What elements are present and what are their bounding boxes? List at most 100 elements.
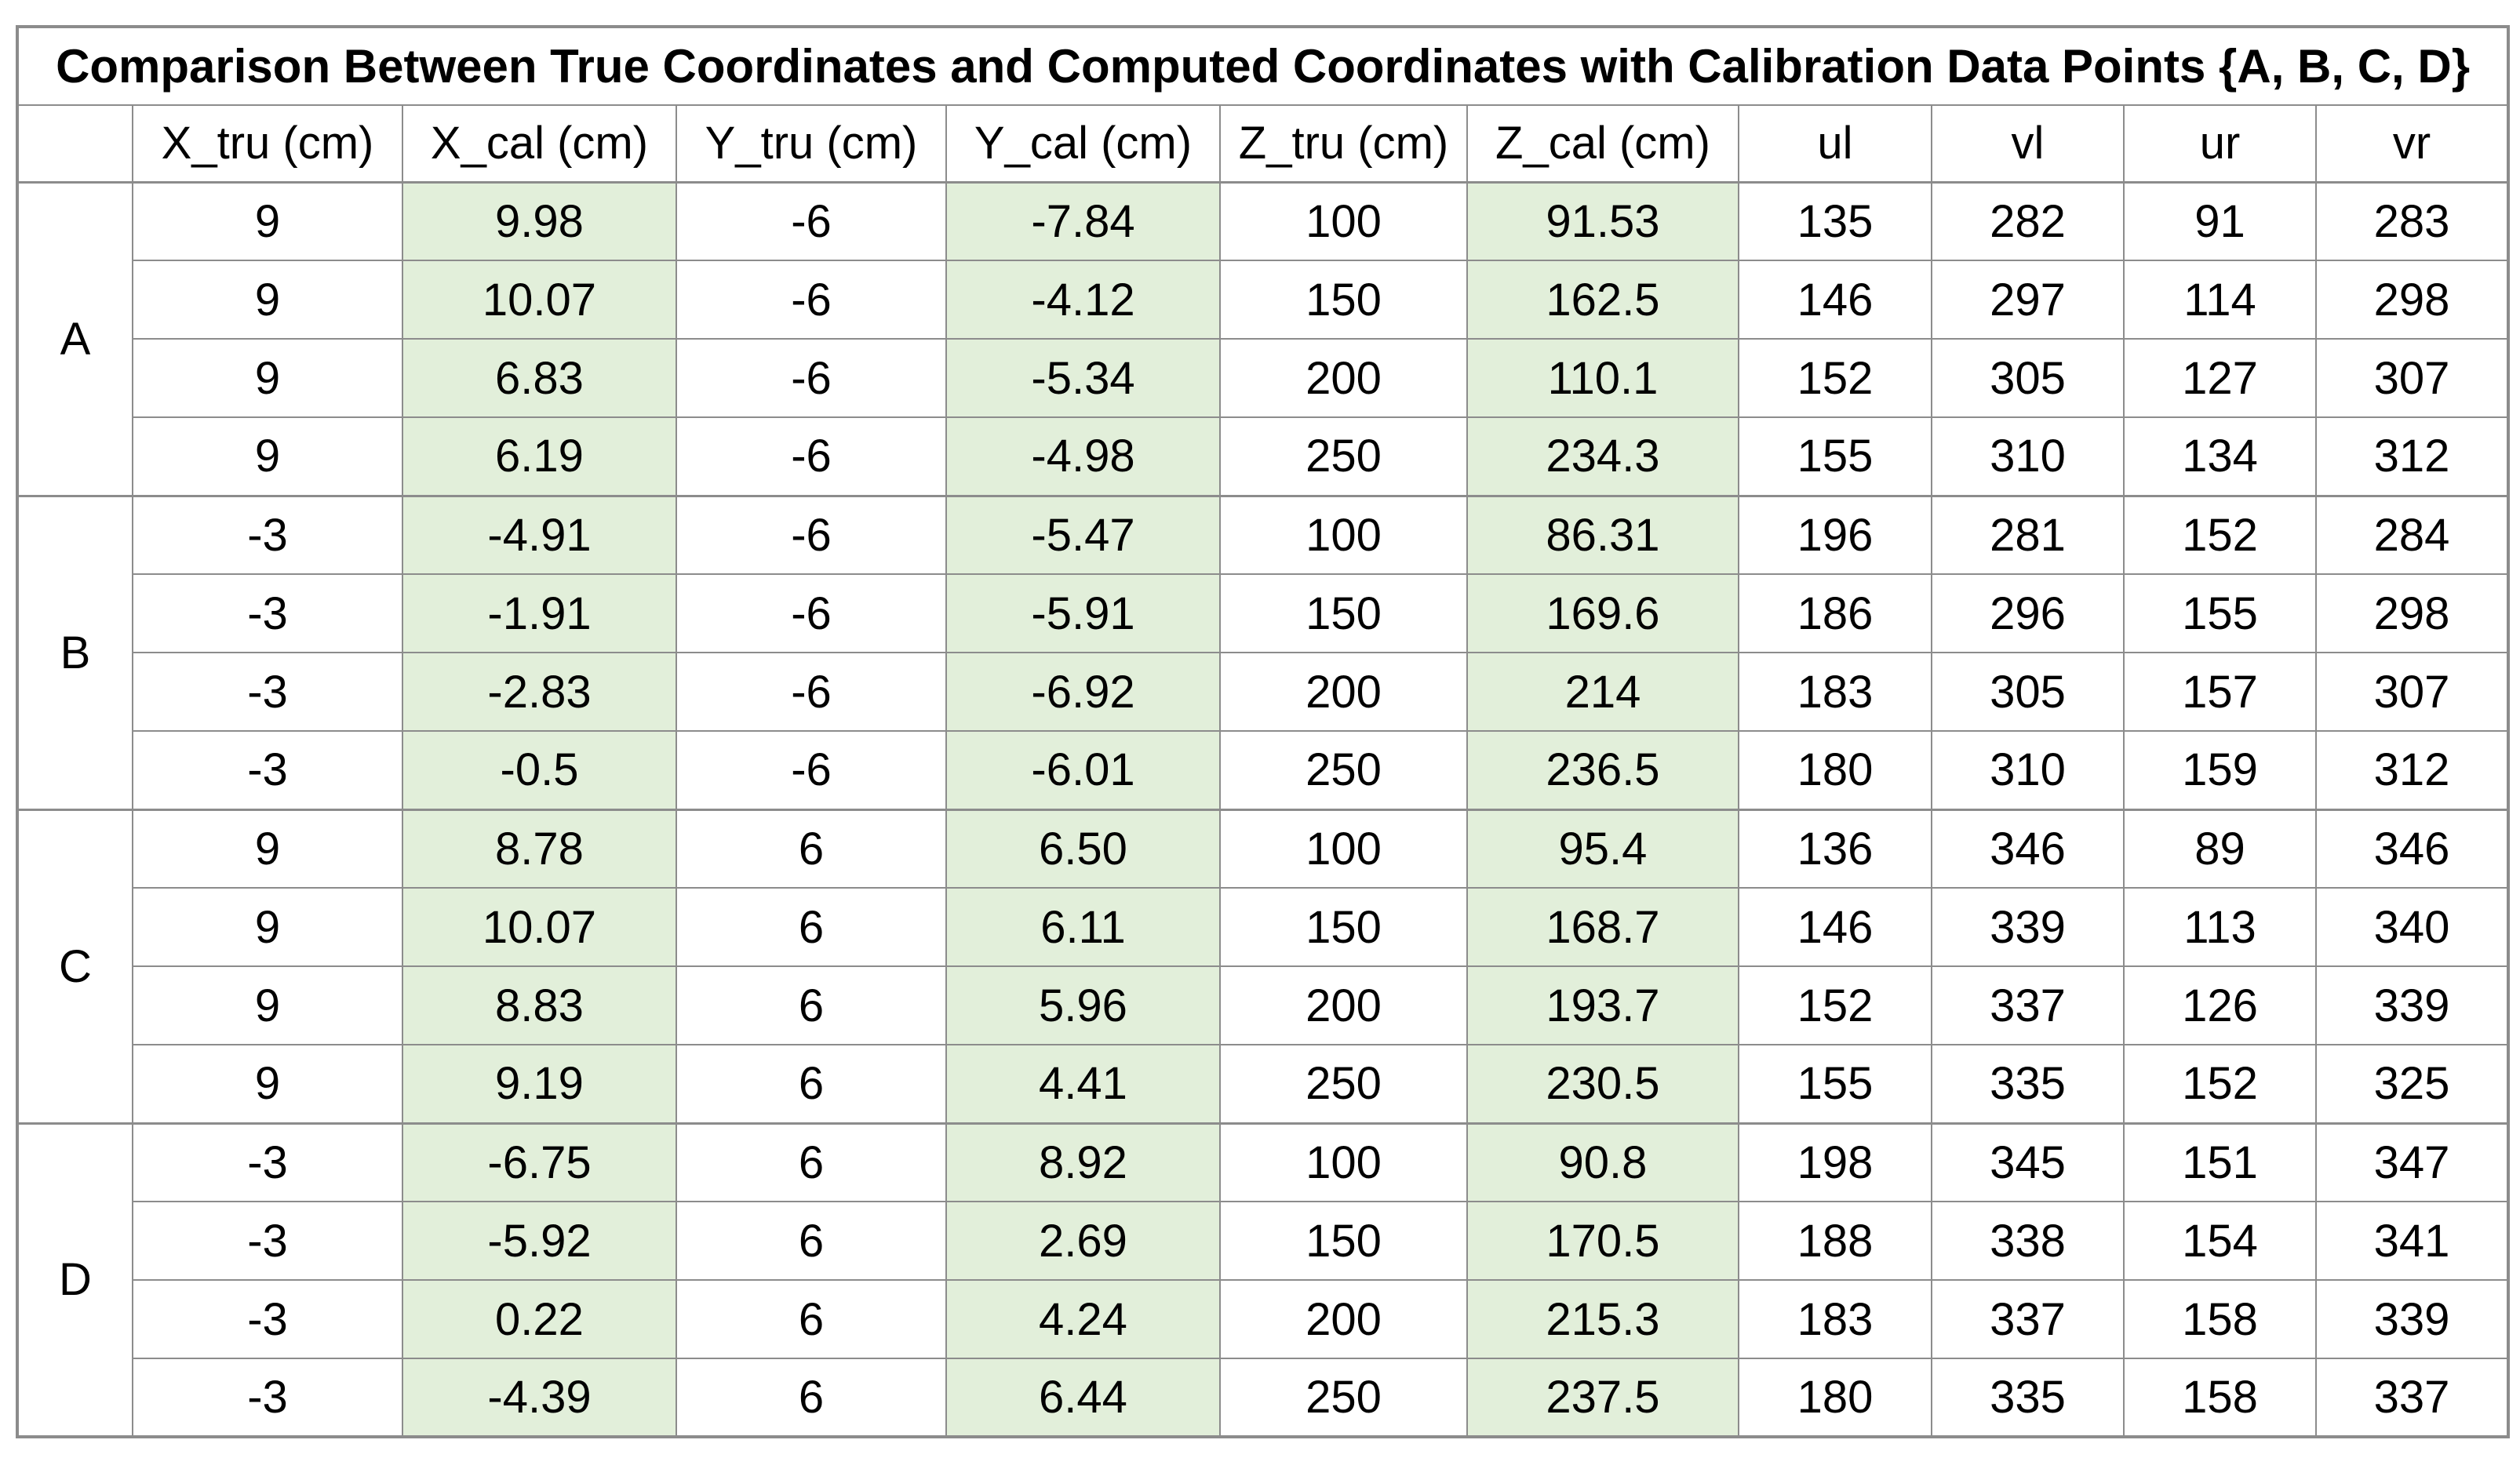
table-cell: -3 <box>132 1279 403 1359</box>
table-cell: 281 <box>1931 494 2125 575</box>
table-cell: 183 <box>1738 652 1932 732</box>
table-cell: 6 <box>676 1122 947 1202</box>
table-cell: 325 <box>2314 1044 2510 1124</box>
table-cell: 6.19 <box>402 416 677 496</box>
column-header-vr: vr <box>2314 104 2510 183</box>
table-cell: 169.6 <box>1466 573 1739 653</box>
table-cell: 284 <box>2314 494 2510 575</box>
column-header-y-cal: Y_cal (cm) <box>945 104 1221 183</box>
table-cell: 338 <box>1931 1201 2125 1281</box>
table-cell: 146 <box>1738 260 1932 340</box>
table-cell: 214 <box>1466 652 1739 732</box>
table-row: -3 -1.91 -6 -5.91 150 169.6 186 296 155 … <box>17 573 2510 653</box>
table-cell: 346 <box>2314 808 2510 889</box>
table-cell: 180 <box>1738 1358 1932 1438</box>
table-cell: 9 <box>132 260 403 340</box>
table-cell: 198 <box>1738 1122 1932 1202</box>
table-cell: 158 <box>2123 1279 2317 1359</box>
calibration-table: Comparison Between True Coordinates and … <box>16 25 2511 1438</box>
table-cell: 250 <box>1219 416 1468 496</box>
table-cell: 335 <box>1931 1358 2125 1438</box>
table-cell: 339 <box>2314 965 2510 1045</box>
table-cell: 158 <box>2123 1358 2317 1438</box>
table-cell: -0.5 <box>402 730 677 810</box>
table-cell: 9 <box>132 1044 403 1124</box>
table-cell: 6 <box>676 1201 947 1281</box>
table-row: -3 -2.83 -6 -6.92 200 214 183 305 157 30… <box>17 652 2510 732</box>
table-cell: 152 <box>2123 1044 2317 1124</box>
table-cell: 6 <box>676 965 947 1045</box>
table-cell: 180 <box>1738 730 1932 810</box>
table-cell: 113 <box>2123 887 2317 967</box>
table-cell: 6 <box>676 1044 947 1124</box>
column-header-z-tru: Z_tru (cm) <box>1219 104 1468 183</box>
table-cell: 135 <box>1738 180 1932 261</box>
table-cell: -5.91 <box>945 573 1221 653</box>
table-cell: 89 <box>2123 808 2317 889</box>
table-cell: 335 <box>1931 1044 2125 1124</box>
table-cell: -6 <box>676 180 947 261</box>
table-cell: 340 <box>2314 887 2510 967</box>
column-header-ur: ur <box>2123 104 2317 183</box>
table-cell: 230.5 <box>1466 1044 1739 1124</box>
table-row: -3 -0.5 -6 -6.01 250 236.5 180 310 159 3… <box>17 730 2510 810</box>
table-cell: 186 <box>1738 573 1932 653</box>
table-cell: -3 <box>132 1358 403 1438</box>
table-cell: -6.75 <box>402 1122 677 1202</box>
table-cell: 8.78 <box>402 808 677 889</box>
column-header-vl: vl <box>1931 104 2125 183</box>
table-row: 9 10.07 -6 -4.12 150 162.5 146 297 114 2… <box>17 260 2510 340</box>
table-cell: 347 <box>2314 1122 2510 1202</box>
table-cell: 193.7 <box>1466 965 1739 1045</box>
column-header-y-tru: Y_tru (cm) <box>676 104 947 183</box>
table-cell: 188 <box>1738 1201 1932 1281</box>
table-cell: 310 <box>1931 416 2125 496</box>
table-cell: 155 <box>1738 416 1932 496</box>
table-cell: 6.83 <box>402 338 677 418</box>
table-cell: 157 <box>2123 652 2317 732</box>
table-cell: 127 <box>2123 338 2317 418</box>
table-cell: -4.39 <box>402 1358 677 1438</box>
table-cell: 152 <box>2123 494 2317 575</box>
table-cell: 339 <box>1931 887 2125 967</box>
table-row: -3 0.22 6 4.24 200 215.3 183 337 158 339 <box>17 1279 2510 1359</box>
table-cell: 152 <box>1738 965 1932 1045</box>
table-cell: 9 <box>132 338 403 418</box>
table-cell: -5.47 <box>945 494 1221 575</box>
column-header-x-tru: X_tru (cm) <box>132 104 403 183</box>
table-cell: 298 <box>2314 573 2510 653</box>
table-cell: -6 <box>676 573 947 653</box>
table-row: 9 9.19 6 4.41 250 230.5 155 335 152 325 <box>17 1044 2510 1124</box>
table-cell: 215.3 <box>1466 1279 1739 1359</box>
table-cell: 6.44 <box>945 1358 1221 1438</box>
table-row: D -3 -6.75 6 8.92 100 90.8 198 345 151 3… <box>16 1122 2510 1438</box>
table-cell: 345 <box>1931 1122 2125 1202</box>
table-cell: 250 <box>1219 1358 1468 1438</box>
table-cell: 90.8 <box>1466 1122 1739 1202</box>
table-cell: 6 <box>676 1279 947 1359</box>
table-cell: -6.92 <box>945 652 1221 732</box>
table-row: 9 8.83 6 5.96 200 193.7 152 337 126 339 <box>17 965 2510 1045</box>
table-cell: 283 <box>2314 180 2510 261</box>
table-cell: 150 <box>1219 573 1468 653</box>
table-cell: 91.53 <box>1466 180 1739 261</box>
table-cell: -6 <box>676 260 947 340</box>
table-cell: 95.4 <box>1466 808 1739 889</box>
table-cell: -6 <box>676 416 947 496</box>
table-cell: 0.22 <box>402 1279 677 1359</box>
table-cell: 100 <box>1219 1122 1468 1202</box>
table-cell: 341 <box>2314 1201 2510 1281</box>
table-cell: 234.3 <box>1466 416 1739 496</box>
table-cell: 282 <box>1931 180 2125 261</box>
table-cell: 310 <box>1931 730 2125 810</box>
table-row: 9 10.07 6 6.11 150 168.7 146 339 113 340 <box>17 887 2510 967</box>
table-cell: 200 <box>1219 965 1468 1045</box>
group-label-b: B <box>16 494 133 810</box>
table-cell: 9 <box>132 887 403 967</box>
table-cell: 298 <box>2314 260 2510 340</box>
table-row: -3 -4.39 6 6.44 250 237.5 180 335 158 33… <box>17 1358 2510 1438</box>
table-cell: 100 <box>1219 494 1468 575</box>
table-cell: 297 <box>1931 260 2125 340</box>
column-header-blank <box>16 104 133 183</box>
table-cell: 126 <box>2123 965 2317 1045</box>
